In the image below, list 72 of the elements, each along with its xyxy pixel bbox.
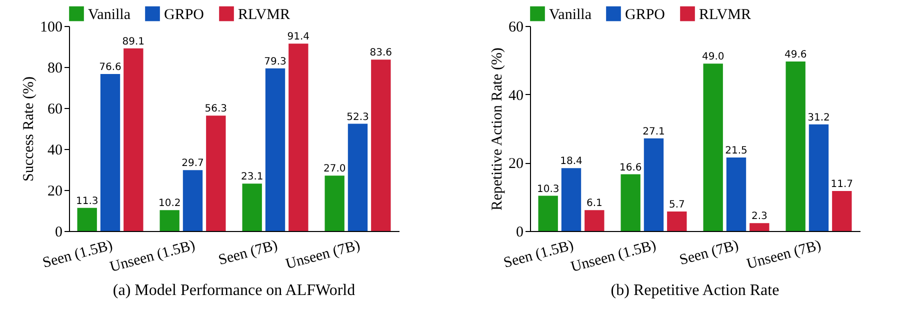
legend-label: GRPO [625,6,666,23]
x-tick-label: Unseen (7B) [745,238,823,273]
bar [620,174,640,231]
x-tick-label: Seen (7B) [216,238,280,269]
bar [348,124,368,231]
data-label: 10.2 [158,198,181,210]
data-label: 5.7 [668,200,685,211]
bar [288,44,308,231]
text: (a) Model Performance on ALFWorld [112,282,356,300]
bar [371,60,391,231]
data-label: 76.6 [99,62,122,73]
bar [324,176,344,231]
y-tick-label: 40 [48,142,62,158]
data-label: 29.7 [182,158,204,170]
bar [182,170,203,231]
data-label: 31.2 [808,112,830,124]
bar [206,116,226,231]
data-label: 6.1 [586,198,602,210]
bar [644,138,664,231]
legend-label: RLVMR [699,6,751,23]
x-tick-label: Seen (7B) [678,238,740,269]
bar [124,48,144,231]
data-label: 79.3 [264,56,286,68]
data-label: 21.5 [725,146,748,157]
bar [667,212,687,231]
data-label: 52.3 [346,112,369,123]
bar [832,191,852,231]
y-axis-title: Success Rate (%) [21,76,37,182]
bar [584,210,604,231]
data-label: 11.3 [76,196,98,207]
bar [100,74,120,231]
bar [538,196,558,231]
bar [160,210,180,231]
data-label: 27.0 [323,164,346,175]
legend-label: Vanilla [88,6,131,23]
data-label: 11.7 [830,179,854,190]
text: (b) Repetitive Action Rate [610,282,780,300]
data-label: 10.3 [536,184,560,195]
y-tick-label: 0 [55,224,62,240]
bar [808,124,829,231]
bar [750,223,770,231]
bar [77,208,97,231]
y-axis-title: Repetitive Action Rate (%) [490,48,506,210]
data-label: 18.4 [560,156,582,168]
legend-label: GRPO [164,6,204,23]
x-tick-label: Unseen (7B) [284,238,362,273]
data-label: 16.6 [619,162,642,174]
legend-label: Vanilla [549,6,592,23]
y-tick-label: 80 [48,60,62,76]
data-label: 49.0 [702,52,724,63]
y-tick-label: 20 [48,184,62,200]
data-label: 23.1 [240,172,264,183]
data-label: 49.6 [784,50,807,61]
y-tick-label: 40 [508,88,524,104]
y-tick-label: 60 [508,20,524,36]
bar [242,184,262,231]
bar [786,62,806,231]
data-label: 56.3 [204,104,228,115]
bar [726,158,746,231]
bar [561,168,582,231]
y-tick-label: 60 [48,102,62,118]
y-tick-label: 0 [516,224,524,240]
y-tick-label: 20 [508,156,524,172]
data-label: 2.3 [751,211,768,222]
bar [265,68,286,231]
data-label: 91.4 [287,32,310,43]
data-label: 89.1 [122,36,145,48]
data-label: 83.6 [370,48,392,59]
y-tick-label: 100 [40,20,62,36]
data-label: 27.1 [642,126,665,138]
legend-label: RLVMR [238,6,290,23]
bar [703,64,723,231]
